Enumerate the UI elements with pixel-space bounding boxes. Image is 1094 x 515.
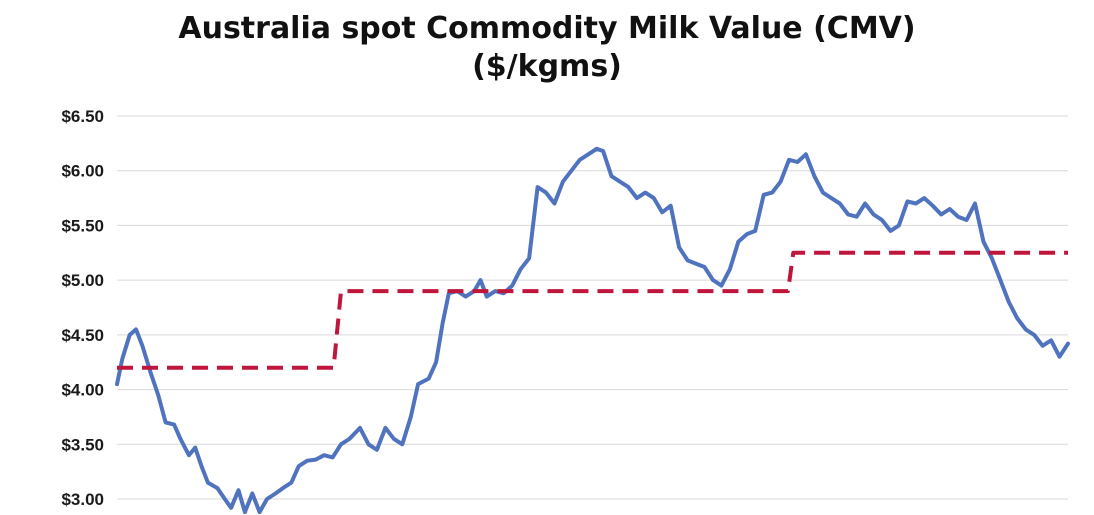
chart-title-line-1: Australia spot Commodity Milk Value (CMV…: [178, 11, 916, 46]
y-tick-label: $6.50: [61, 107, 104, 126]
dashed-series-line: [117, 250, 1068, 370]
y-tick-label: $6.00: [61, 162, 104, 181]
gridlines: [117, 115, 1068, 500]
y-tick-label: $5.00: [61, 271, 104, 290]
y-tick-label: $3.00: [61, 490, 104, 509]
y-tick-label: $5.50: [61, 216, 104, 235]
chart-title-line-2: ($/kgms): [472, 49, 622, 84]
y-tick-label: $3.50: [61, 435, 104, 454]
solid-series-line: [115, 146, 1070, 515]
series-group: [115, 146, 1070, 515]
y-tick-label: $4.00: [61, 381, 104, 400]
y-tick-label: $4.50: [61, 326, 104, 345]
chart-title: Australia spot Commodity Milk Value (CMV…: [0, 10, 1094, 86]
y-axis-tick-labels: $6.50 $6.00 $5.50 $5.00 $4.50 $4.00 $3.50 $3.00: [61, 107, 104, 509]
